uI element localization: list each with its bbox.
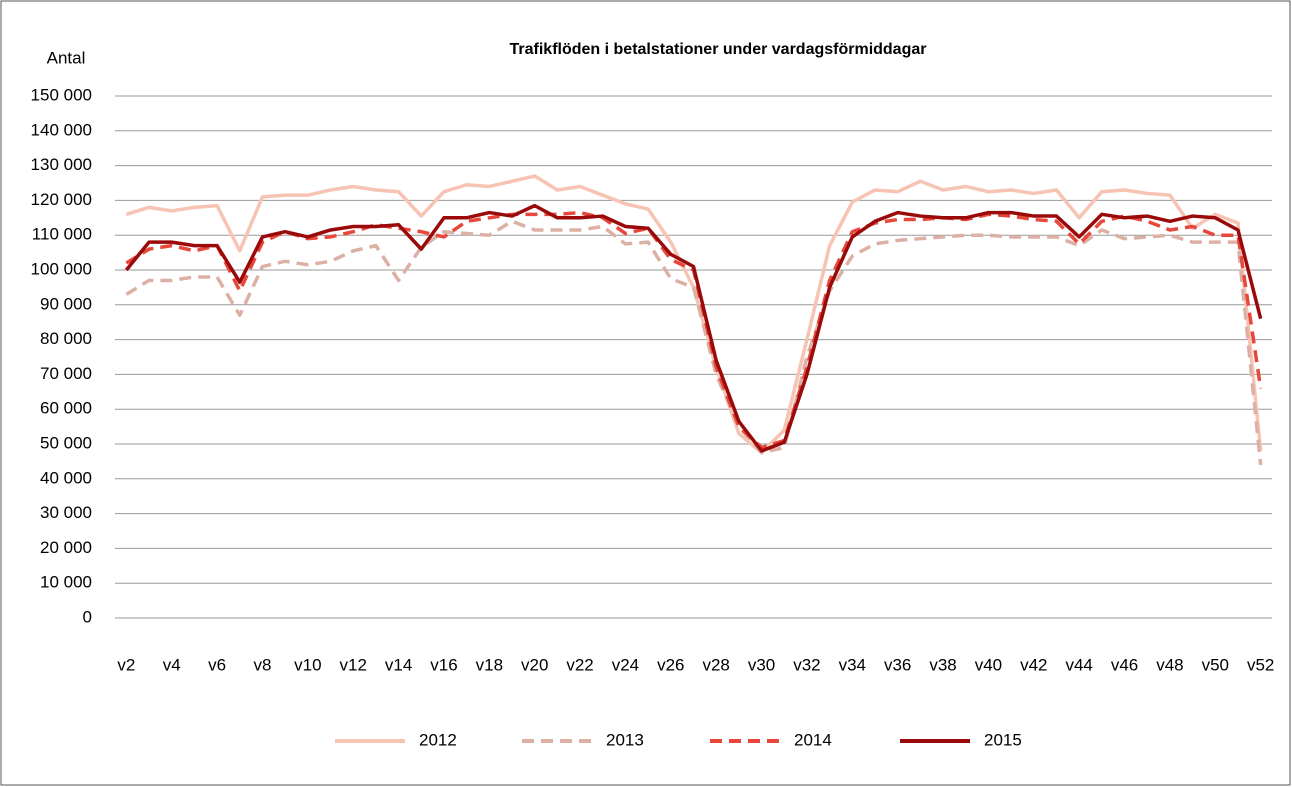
x-tick-label: v42 (1020, 655, 1047, 674)
x-tick-label: v46 (1111, 655, 1138, 674)
y-tick-label: 110 000 (32, 225, 92, 244)
x-tick-label: v26 (657, 655, 684, 674)
y-tick-label: 140 000 (31, 120, 92, 139)
y-tick-label: 10 000 (40, 573, 92, 592)
line-series (125, 219, 1263, 466)
x-tick-label: v34 (839, 655, 866, 674)
x-tick-label: v2 (117, 655, 135, 674)
y-tick-label: 100 000 (31, 259, 92, 278)
y-tick-label: 20 000 (40, 538, 92, 557)
x-tick-label: v40 (975, 655, 1002, 674)
y-axis-label: Antal (47, 48, 86, 67)
x-tick-label: v36 (884, 655, 911, 674)
y-tick-label: 70 000 (40, 364, 92, 383)
x-tick-label: v16 (430, 655, 457, 674)
x-tick-label: v8 (253, 655, 271, 674)
x-tick-label: v48 (1156, 655, 1183, 674)
legend-label: 2012 (419, 730, 457, 749)
y-tick-label: 30 000 (40, 503, 92, 522)
y-tick-label: 50 000 (40, 433, 92, 452)
x-tick-label: v52 (1247, 655, 1274, 674)
chart-title: Trafikflöden i betalstationer under vard… (510, 41, 927, 58)
x-tick-label: v22 (566, 655, 593, 674)
y-tick-label: 150 000 (31, 85, 92, 104)
x-tick-label: v44 (1065, 655, 1092, 674)
x-tick-label: v20 (521, 655, 548, 674)
y-tick-label: 90 000 (40, 294, 92, 313)
x-tick-label: v14 (385, 655, 412, 674)
x-tick-label: v10 (294, 655, 321, 674)
x-tick-label: v38 (929, 655, 956, 674)
line-series (124, 203, 1263, 453)
y-tick-label: 80 000 (40, 329, 92, 348)
legend-label: 2013 (606, 730, 644, 749)
y-tick-label: 0 (83, 607, 92, 626)
x-tick-label: v18 (476, 655, 503, 674)
x-tick-label: v6 (208, 655, 226, 674)
y-tick-label: 130 000 (31, 155, 92, 174)
y-tick-label: 40 000 (40, 468, 92, 487)
legend-label: 2015 (984, 730, 1022, 749)
y-tick-label: 120 000 (31, 190, 92, 209)
x-tick-label: v50 (1202, 655, 1229, 674)
x-tick-label: v12 (339, 655, 366, 674)
y-tick-label: 60 000 (40, 399, 92, 418)
x-tick-label: v28 (702, 655, 729, 674)
legend-label: 2014 (794, 730, 832, 749)
x-tick-label: v32 (793, 655, 820, 674)
x-tick-label: v30 (748, 655, 775, 674)
x-tick-label: v4 (163, 655, 181, 674)
x-tick-label: v24 (612, 655, 639, 674)
